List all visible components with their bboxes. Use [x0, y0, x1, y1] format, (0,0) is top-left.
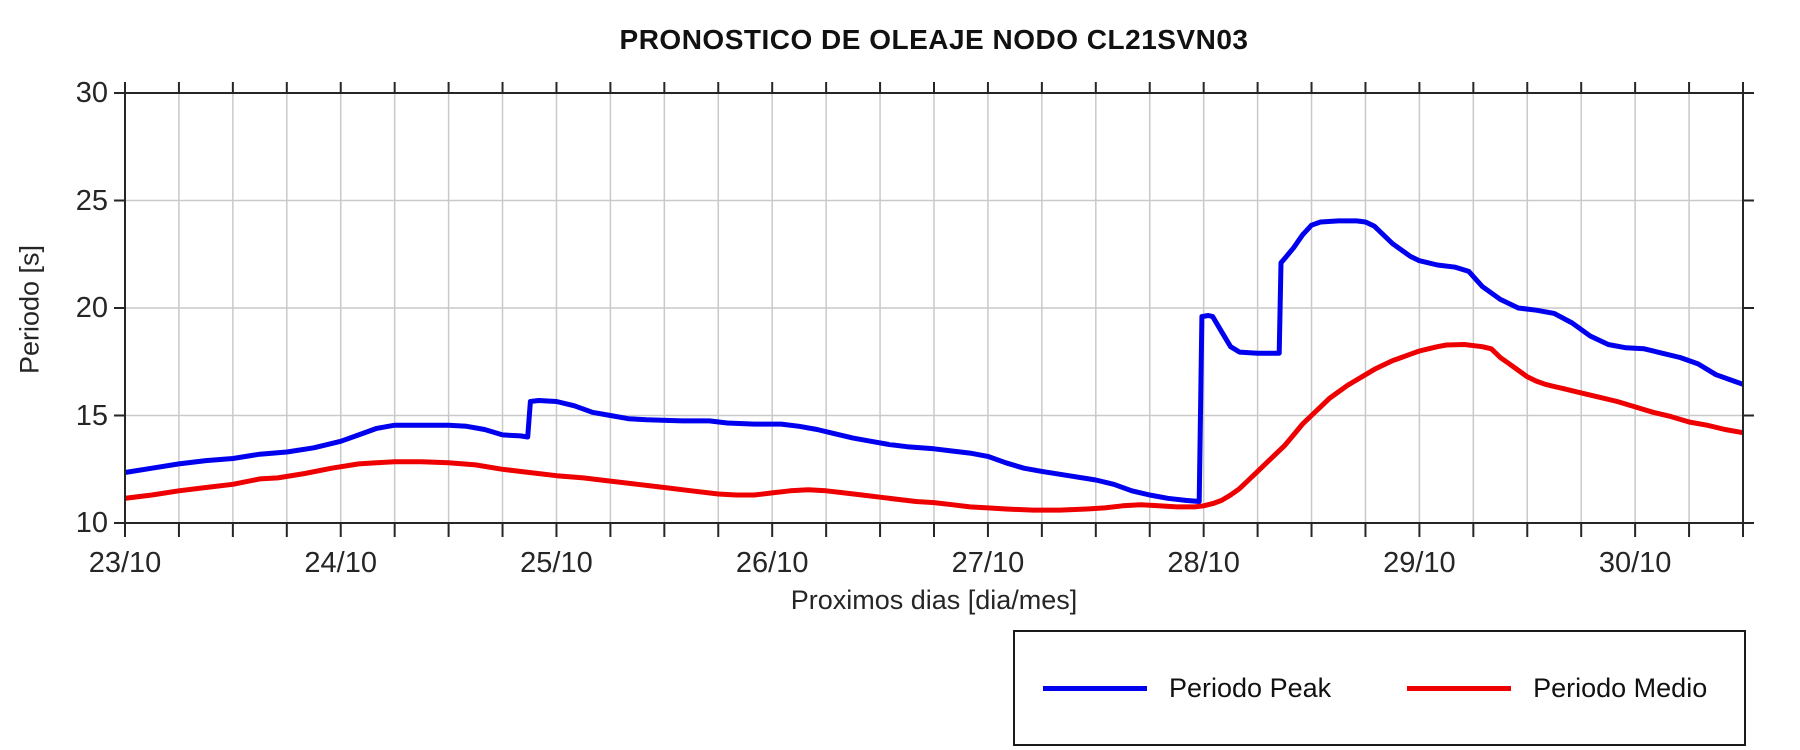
legend-label: Periodo Peak [1169, 672, 1332, 703]
y-tick-label: 10 [75, 507, 108, 539]
data-series [124, 218, 1744, 513]
plot-border [124, 92, 1744, 524]
series-line-periodo-peak [124, 218, 1744, 504]
x-tick-label: 25/10 [520, 547, 593, 579]
x-tick-label: 24/10 [304, 547, 377, 579]
legend-line-sample [1407, 685, 1512, 691]
y-tick-label: 20 [75, 292, 108, 324]
y-tick-label: 15 [75, 399, 108, 432]
series-line-periodo-medio [124, 342, 1744, 513]
legend-entry: Periodo Medio [1331, 673, 1707, 704]
x-tick-label: 29/10 [1383, 547, 1456, 579]
y-tick-label: 25 [75, 184, 108, 217]
legend-entry: Periodo Peak [1015, 673, 1331, 704]
legend-line-sample [1043, 685, 1147, 691]
x-tick-label: 30/10 [1598, 547, 1672, 579]
x-tick-label: 23/10 [88, 547, 162, 579]
tick-marks [114, 82, 1754, 537]
x-axis-label: Proximos dias [dia/mes] [790, 585, 1078, 615]
y-tick-label: 30 [75, 77, 108, 109]
legend-label: Periodo Medio [1533, 672, 1708, 703]
legend-box: Periodo Peak Periodo Medio [1013, 630, 1746, 746]
x-tick-label: 28/10 [1167, 547, 1240, 579]
chart-title: PRONOSTICO DE OLEAJE NODO CL21SVN03 [619, 24, 1249, 55]
x-tick-label: 27/10 [951, 547, 1025, 579]
x-tick-label: 26/10 [735, 547, 809, 579]
gridlines [125, 93, 1743, 523]
